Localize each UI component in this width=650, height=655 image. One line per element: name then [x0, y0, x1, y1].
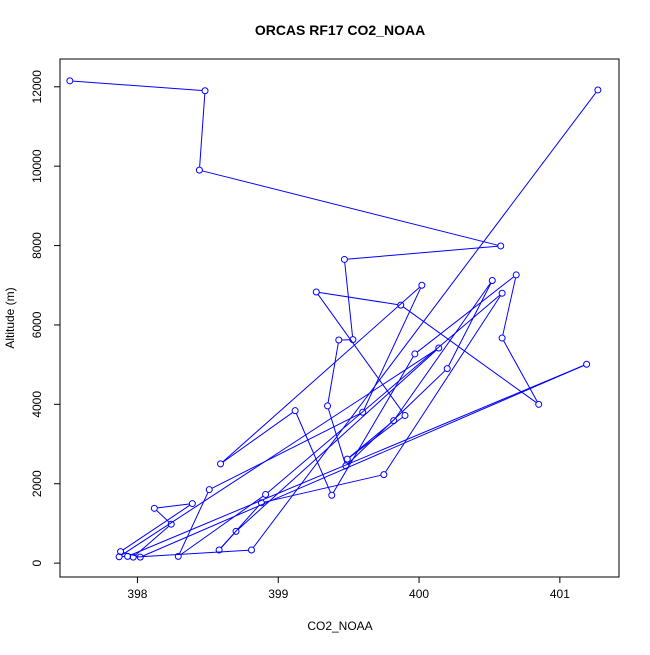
data-point: [313, 289, 319, 295]
series-segment: [449, 283, 491, 365]
y-tick-label: 0: [30, 559, 44, 566]
data-point: [499, 335, 505, 341]
data-point: [336, 337, 342, 343]
data-point: [206, 487, 212, 493]
series-segment: [122, 350, 436, 555]
data-point: [419, 282, 425, 288]
series-segment: [221, 534, 234, 548]
series-segment: [223, 413, 292, 462]
series-segment: [157, 511, 169, 522]
data-point: [584, 361, 590, 367]
series-segment: [503, 278, 516, 335]
data-point: [489, 277, 495, 283]
series-segment: [131, 365, 584, 555]
data-point: [402, 412, 408, 418]
data-point: [202, 88, 208, 94]
series-segment: [73, 81, 202, 90]
series-segment: [345, 263, 353, 337]
series-segment: [268, 295, 500, 492]
data-point: [436, 345, 442, 351]
x-axis: 398 399 400 401: [127, 577, 570, 601]
data-point: [189, 501, 195, 507]
data-point: [498, 243, 504, 249]
data-point: [67, 78, 73, 84]
data-point: [398, 302, 404, 308]
chart-title: ORCAS RF17 CO2_NOAA: [255, 22, 425, 38]
data-point: [595, 87, 601, 93]
data-point: [325, 403, 331, 409]
series-segment: [143, 366, 583, 556]
y-axis: 0 2000 4000 6000 8000 10000 12000: [30, 70, 60, 567]
series-segment: [328, 409, 344, 463]
plot-frame: [60, 59, 619, 577]
series-segment: [417, 277, 513, 352]
x-tick-label: 398: [127, 587, 147, 601]
series-segment: [328, 343, 338, 403]
x-tick-label: 401: [550, 587, 570, 601]
data-point: [344, 456, 350, 462]
series-segment: [223, 287, 420, 461]
data-point: [151, 505, 157, 511]
y-tick-label: 12000: [30, 70, 44, 104]
data-point: [292, 408, 298, 414]
series-segment: [396, 283, 491, 418]
series-segment: [158, 504, 190, 508]
data-point: [263, 491, 269, 497]
x-axis-label: CO2_NOAA: [307, 619, 372, 633]
series-segment: [319, 292, 397, 304]
data-point: [341, 256, 347, 262]
x-tick-label: 400: [409, 587, 429, 601]
series-segment: [386, 296, 501, 472]
data-point: [444, 366, 450, 372]
series-segment: [264, 475, 380, 502]
series-segment: [203, 171, 498, 245]
x-tick-label: 399: [268, 587, 288, 601]
series-segment: [123, 505, 189, 549]
y-tick-label: 6000: [30, 311, 44, 338]
data-point: [248, 547, 254, 553]
data-point: [329, 492, 335, 498]
data-point: [218, 461, 224, 467]
data-point: [513, 272, 519, 278]
data-point: [536, 401, 542, 407]
data-point: [412, 351, 418, 357]
y-tick-label: 8000: [30, 232, 44, 259]
data-point: [381, 472, 387, 478]
y-axis-label: Altitude (m): [3, 287, 17, 348]
series-segment: [296, 414, 330, 493]
series-layer: [67, 78, 601, 560]
series-segment: [200, 94, 205, 167]
y-tick-label: 4000: [30, 391, 44, 418]
y-tick-label: 10000: [30, 149, 44, 183]
y-tick-label: 2000: [30, 470, 44, 497]
data-point: [125, 553, 131, 559]
data-point: [196, 167, 202, 173]
series-segment: [253, 93, 596, 548]
data-point: [499, 290, 505, 296]
